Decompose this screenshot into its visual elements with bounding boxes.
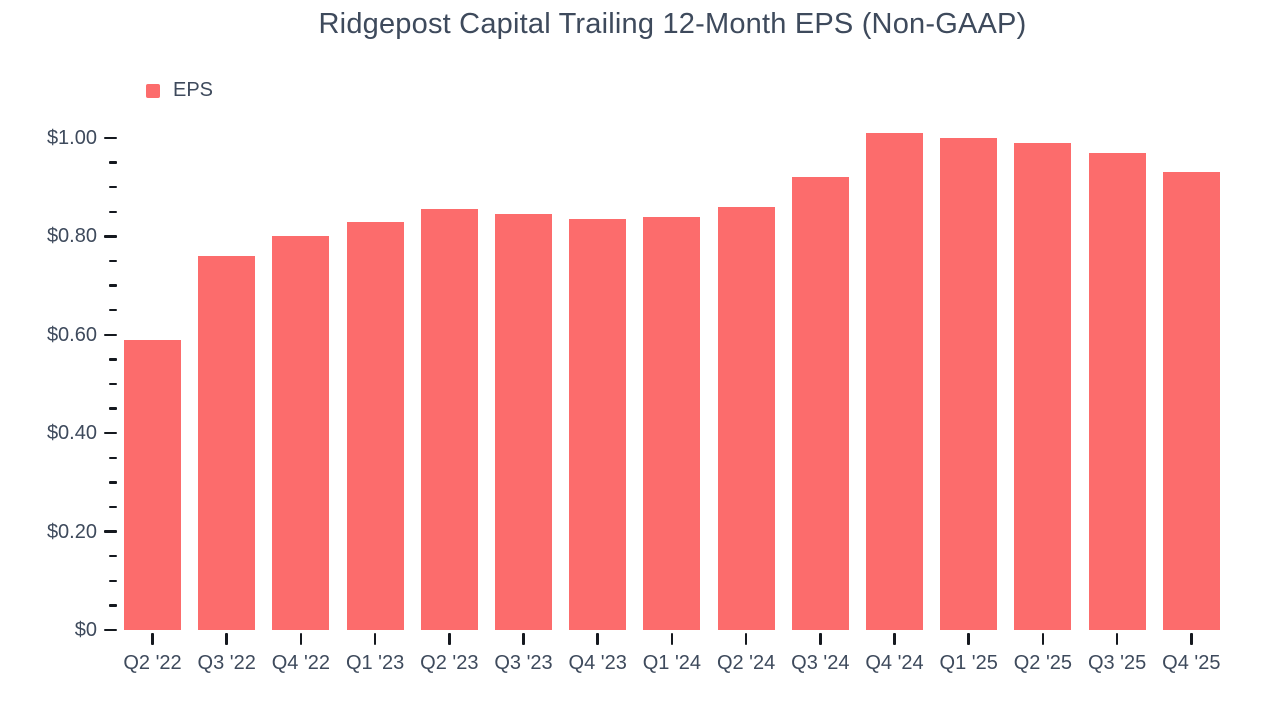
- bar-q2-25: [1014, 142, 1072, 630]
- y-axis-label: $0.20: [46, 520, 97, 543]
- y-axis-minor-tick: [109, 407, 117, 410]
- x-axis-label: Q1 '25: [939, 652, 998, 674]
- bar-q2-23: [420, 209, 478, 630]
- y-axis-minor-tick: [109, 259, 117, 263]
- x-axis-label: Q4 '25: [1162, 652, 1221, 674]
- x-axis-label: Q3 '22: [197, 652, 256, 674]
- x-axis-tick: [299, 633, 303, 645]
- bar-q2-24: [717, 206, 775, 630]
- x-axis-tick: [151, 633, 154, 645]
- y-axis-minor-tick: [109, 161, 117, 164]
- x-axis-label: Q3 '25: [1087, 652, 1147, 674]
- y-axis-label: $0.80: [46, 225, 97, 248]
- bar-q1-23: [346, 221, 404, 630]
- y-axis-minor-tick: [109, 579, 117, 583]
- x-axis-tick: [967, 633, 970, 645]
- y-axis-minor-tick: [109, 284, 117, 287]
- y-axis-label: $0: [74, 619, 97, 641]
- bar-q3-24: [791, 177, 849, 630]
- legend-label: EPS: [173, 79, 214, 101]
- y-axis-minor-tick: [109, 185, 117, 189]
- bar-q3-25: [1088, 152, 1146, 630]
- x-axis-label: Q4 '23: [568, 652, 627, 674]
- bar-q2-22: [124, 339, 181, 630]
- y-axis-minor-tick: [109, 382, 117, 386]
- x-axis-tick: [744, 633, 748, 645]
- chart-title: Ridgepost Capital Trailing 12-Month EPS …: [318, 8, 1027, 40]
- x-axis-tick: [1041, 633, 1045, 645]
- bar-q4-25: [1162, 172, 1220, 630]
- x-axis-label: Q2 '23: [420, 652, 479, 674]
- y-axis-major-tick: [104, 136, 117, 140]
- bar-q1-25: [940, 138, 998, 630]
- bar-q1-24: [643, 216, 701, 630]
- bar-q4-22: [272, 236, 330, 630]
- y-axis-minor-tick: [109, 505, 117, 509]
- x-axis-label: Q2 '24: [716, 652, 776, 674]
- y-axis-major-tick: [104, 530, 117, 533]
- y-axis-minor-tick: [109, 604, 117, 607]
- x-axis-tick: [1190, 633, 1193, 645]
- bar-q4-24: [866, 133, 923, 630]
- legend-swatch-icon: [146, 83, 160, 98]
- x-axis-label: Q1 '24: [642, 652, 702, 674]
- y-axis-major-tick: [104, 333, 117, 337]
- x-axis-label: Q4 '24: [865, 652, 924, 674]
- y-axis-label: $1.00: [46, 127, 97, 149]
- x-axis-tick: [893, 633, 896, 645]
- y-axis-major-tick: [104, 628, 117, 632]
- y-axis-major-tick: [104, 431, 117, 435]
- y-axis-minor-tick: [109, 210, 117, 214]
- x-axis-tick: [225, 633, 228, 645]
- y-axis-minor-tick: [109, 554, 117, 558]
- x-axis-tick: [670, 633, 674, 645]
- x-axis-label: Q2 '25: [1013, 652, 1073, 674]
- x-axis-tick: [522, 633, 525, 645]
- legend: EPS: [146, 79, 213, 102]
- y-axis-minor-tick: [109, 308, 117, 312]
- x-axis-tick: [596, 633, 599, 645]
- x-axis-tick: [819, 633, 822, 645]
- x-axis-label: Q2 '22: [123, 652, 182, 674]
- y-axis-major-tick: [104, 235, 117, 238]
- x-axis-label: Q1 '23: [345, 652, 405, 674]
- y-axis-minor-tick: [109, 481, 117, 484]
- x-axis-tick: [373, 633, 377, 645]
- y-axis-minor-tick: [109, 456, 117, 460]
- x-axis-label: Q3 '24: [791, 652, 850, 674]
- x-axis-tick: [1115, 633, 1119, 645]
- y-axis-minor-tick: [109, 358, 117, 361]
- x-axis-label: Q3 '23: [494, 652, 553, 674]
- bar-q3-22: [198, 256, 256, 630]
- bar-q4-23: [569, 219, 627, 630]
- x-axis-tick: [448, 633, 451, 645]
- x-axis-label: Q4 '22: [271, 652, 331, 674]
- bar-q3-23: [495, 214, 552, 630]
- y-axis-label: $0.40: [46, 422, 97, 445]
- y-axis-label: $0.60: [46, 323, 97, 346]
